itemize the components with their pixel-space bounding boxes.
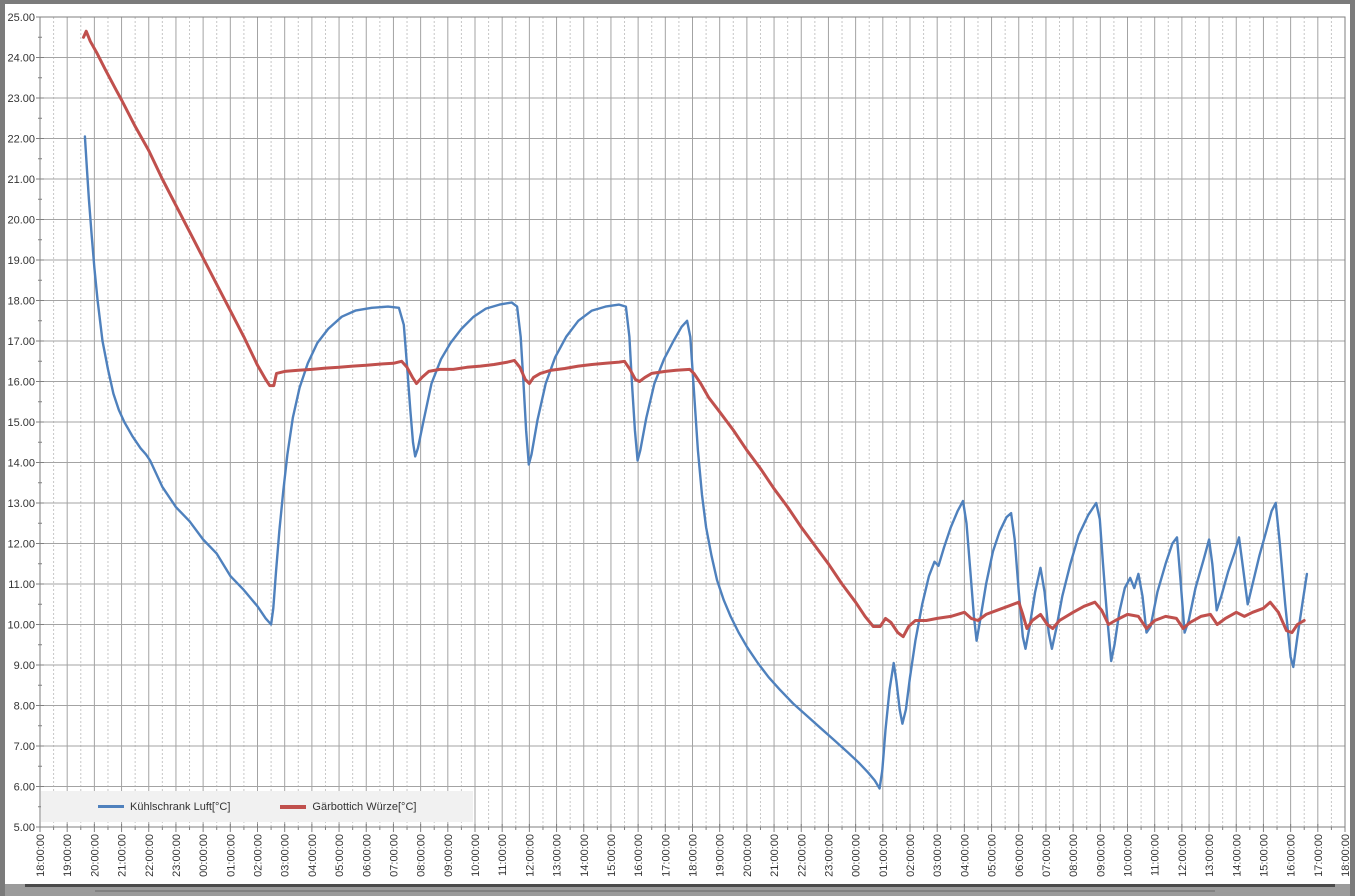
svg-text:00:00:00: 00:00:00 <box>198 834 210 877</box>
svg-text:10.00: 10.00 <box>7 620 35 632</box>
svg-text:11.00: 11.00 <box>8 579 35 591</box>
svg-text:20:00:00: 20:00:00 <box>89 834 101 877</box>
svg-text:17.00: 17.00 <box>7 336 35 348</box>
worksheet-gridline <box>95 890 1215 892</box>
series-line-gaerbottich-wuerze[interactable] <box>82 29 1306 639</box>
svg-text:20:00:00: 20:00:00 <box>742 834 754 877</box>
chart-legend[interactable]: Kühlschrank Luft[°C] Gärbottich Würze[°C… <box>41 791 473 822</box>
svg-text:09:00:00: 09:00:00 <box>443 834 455 877</box>
worksheet-strip-below-chart <box>5 884 1350 896</box>
svg-text:06:00:00: 06:00:00 <box>361 834 373 877</box>
svg-text:18:00:00: 18:00:00 <box>688 834 700 877</box>
y-axis-labels: 25.00 24.00 23.00 22.00 21.00 20.00 19.00 18.00… <box>7 12 35 834</box>
svg-text:02:00:00: 02:00:00 <box>253 834 265 877</box>
svg-text:25.00: 25.00 <box>7 12 35 24</box>
svg-text:15:00:00: 15:00:00 <box>606 834 618 877</box>
svg-text:9.00: 9.00 <box>14 660 35 672</box>
svg-text:13:00:00: 13:00:00 <box>552 834 564 877</box>
svg-text:02:00:00: 02:00:00 <box>905 834 917 877</box>
legend-item-kuehlschrank-luft[interactable]: Kühlschrank Luft[°C] <box>98 801 230 813</box>
svg-text:04:00:00: 04:00:00 <box>959 834 971 877</box>
legend-item-gaerbottich-wuerze[interactable]: Gärbottich Würze[°C] <box>280 801 416 813</box>
svg-text:12.00: 12.00 <box>7 539 35 551</box>
svg-text:10:00:00: 10:00:00 <box>1123 834 1135 877</box>
svg-text:12:00:00: 12:00:00 <box>524 834 536 877</box>
svg-text:07:00:00: 07:00:00 <box>388 834 400 877</box>
svg-text:8.00: 8.00 <box>14 701 35 713</box>
svg-text:01:00:00: 01:00:00 <box>878 834 890 877</box>
gridlines <box>39 16 1346 828</box>
svg-text:22:00:00: 22:00:00 <box>796 834 808 877</box>
legend-line-sample-blue-icon <box>98 805 124 808</box>
svg-text:05:00:00: 05:00:00 <box>987 834 999 877</box>
svg-text:09:00:00: 09:00:00 <box>1095 834 1107 877</box>
svg-text:21:00:00: 21:00:00 <box>117 834 129 877</box>
svg-text:18:00:00: 18:00:00 <box>35 834 47 877</box>
svg-text:16:00:00: 16:00:00 <box>633 834 645 877</box>
svg-text:08:00:00: 08:00:00 <box>1068 834 1080 877</box>
series-line-kuehlschrank-luft[interactable] <box>83 135 1309 790</box>
window-frame-top <box>0 0 1355 4</box>
svg-text:23:00:00: 23:00:00 <box>171 834 183 877</box>
legend-line-sample-red-icon <box>280 804 307 809</box>
svg-text:06:00:00: 06:00:00 <box>1014 834 1026 877</box>
window-frame-left <box>0 0 5 896</box>
svg-text:04:00:00: 04:00:00 <box>307 834 319 877</box>
svg-text:23.00: 23.00 <box>7 93 35 105</box>
svg-text:15:00:00: 15:00:00 <box>1258 834 1270 877</box>
svg-text:5.00: 5.00 <box>14 822 35 834</box>
svg-text:01:00:00: 01:00:00 <box>225 834 237 877</box>
svg-text:19:00:00: 19:00:00 <box>62 834 74 877</box>
svg-text:07:00:00: 07:00:00 <box>1041 834 1053 877</box>
svg-text:10:00:00: 10:00:00 <box>470 834 482 877</box>
svg-text:13.00: 13.00 <box>7 498 35 510</box>
svg-text:14:00:00: 14:00:00 <box>579 834 591 877</box>
svg-text:7.00: 7.00 <box>14 741 35 753</box>
svg-text:08:00:00: 08:00:00 <box>416 834 428 877</box>
svg-text:14:00:00: 14:00:00 <box>1231 834 1243 877</box>
svg-text:19.00: 19.00 <box>7 255 35 267</box>
window-frame-right <box>1350 0 1355 896</box>
x-axis-labels: 18:00:00 19:00:00 20:00:00 21:00:00 22:00:00… <box>35 834 1352 877</box>
svg-text:22.00: 22.00 <box>7 134 35 146</box>
svg-text:21:00:00: 21:00:00 <box>769 834 781 877</box>
legend-label-gaerbottich-wuerze: Gärbottich Würze[°C] <box>312 800 417 813</box>
svg-text:12:00:00: 12:00:00 <box>1177 834 1189 877</box>
svg-text:17:00:00: 17:00:00 <box>1313 834 1325 877</box>
svg-text:11:00:00: 11:00:00 <box>1150 834 1162 876</box>
svg-text:03:00:00: 03:00:00 <box>280 834 292 877</box>
svg-text:16.00: 16.00 <box>7 377 35 389</box>
svg-text:20.00: 20.00 <box>7 215 35 227</box>
svg-text:14.00: 14.00 <box>7 458 35 470</box>
svg-text:17:00:00: 17:00:00 <box>660 834 672 877</box>
svg-text:15.00: 15.00 <box>7 417 35 429</box>
svg-text:18:00:00: 18:00:00 <box>1340 834 1352 877</box>
svg-text:11:00:00: 11:00:00 <box>497 834 509 876</box>
svg-text:18.00: 18.00 <box>7 296 35 308</box>
svg-text:16:00:00: 16:00:00 <box>1286 834 1298 877</box>
svg-text:23:00:00: 23:00:00 <box>823 834 835 877</box>
svg-text:22:00:00: 22:00:00 <box>144 834 156 877</box>
svg-text:05:00:00: 05:00:00 <box>334 834 346 877</box>
chart-bottom-border <box>25 884 1335 887</box>
svg-text:19:00:00: 19:00:00 <box>715 834 727 877</box>
axes <box>36 16 1346 832</box>
svg-text:03:00:00: 03:00:00 <box>932 834 944 877</box>
svg-text:6.00: 6.00 <box>14 782 35 794</box>
svg-text:24.00: 24.00 <box>7 53 35 65</box>
svg-text:13:00:00: 13:00:00 <box>1204 834 1216 877</box>
svg-text:21.00: 21.00 <box>7 174 35 186</box>
svg-text:00:00:00: 00:00:00 <box>851 834 863 877</box>
legend-label-kuehlschrank-luft: Kühlschrank Luft[°C] <box>130 800 231 813</box>
